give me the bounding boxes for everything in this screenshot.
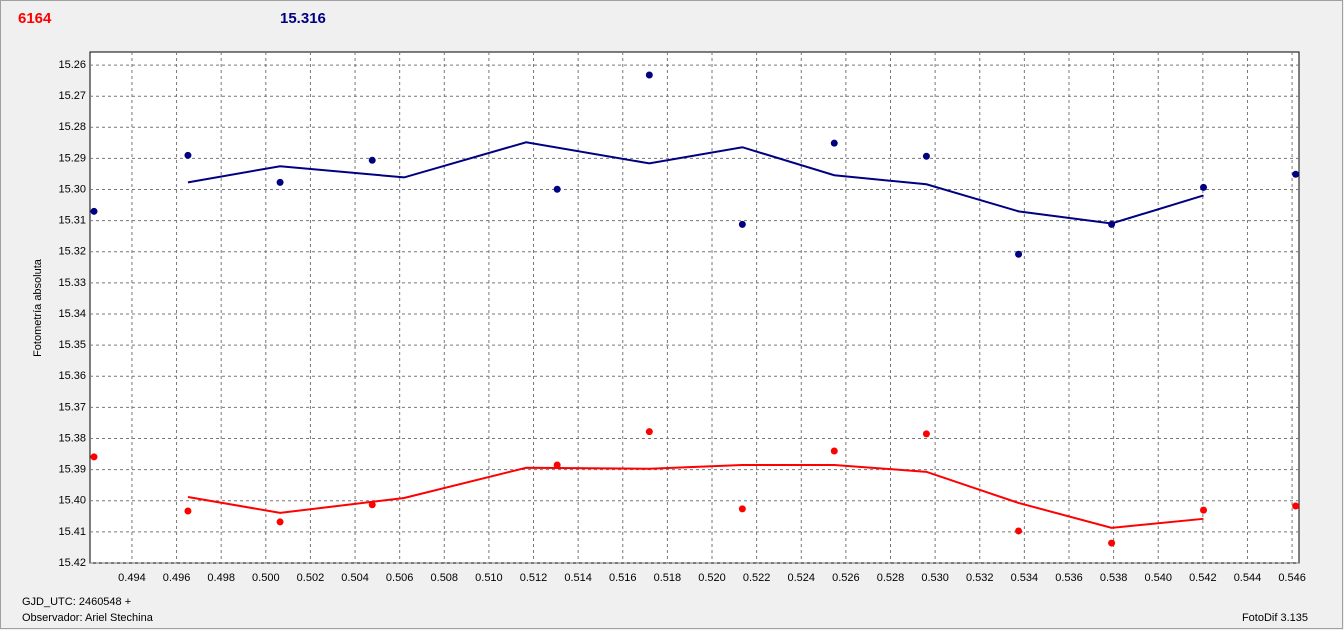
x-tick-label: 0.516 <box>609 572 637 584</box>
x-tick-label: 0.496 <box>163 572 191 584</box>
x-tick-label: 0.534 <box>1011 572 1039 584</box>
x-tick-label: 0.532 <box>966 572 994 584</box>
data-point <box>830 447 838 455</box>
footer-version: FotoDif 3.135 <box>1242 612 1308 624</box>
y-tick-label: 15.38 <box>58 432 86 444</box>
x-tick-label: 0.498 <box>207 572 235 584</box>
data-point <box>276 178 284 186</box>
plot-area <box>89 51 1300 564</box>
x-tick-label: 0.522 <box>743 572 771 584</box>
x-tick-label: 0.544 <box>1234 572 1262 584</box>
y-tick-label: 15.34 <box>58 308 86 320</box>
y-tick-label: 15.36 <box>58 370 86 382</box>
data-point <box>830 139 838 147</box>
data-point <box>645 428 653 436</box>
y-tick-label: 15.40 <box>58 495 86 507</box>
y-tick-label: 15.37 <box>58 401 86 413</box>
x-tick-label: 0.500 <box>252 572 280 584</box>
footer-observer: Observador: Ariel Stechina <box>22 612 154 624</box>
data-point <box>1200 506 1208 514</box>
y-tick-label: 15.39 <box>58 464 86 476</box>
y-tick-label: 15.31 <box>58 215 86 227</box>
y-tick-label: 15.32 <box>58 246 86 258</box>
y-tick-label: 15.29 <box>58 152 86 164</box>
series-line <box>187 141 1204 225</box>
x-tick-label: 0.546 <box>1278 572 1306 584</box>
y-tick-label: 15.30 <box>58 183 86 195</box>
y-tick-label: 15.28 <box>58 121 86 133</box>
data-point <box>90 207 98 215</box>
y-tick-label: 15.27 <box>58 90 86 102</box>
y-tick-label: 15.35 <box>58 339 86 351</box>
x-tick-label: 0.512 <box>520 572 548 584</box>
x-tick-label: 0.518 <box>654 572 682 584</box>
data-point <box>1015 527 1023 535</box>
data-point <box>922 430 930 438</box>
series-line <box>187 463 1204 529</box>
x-tick-label: 0.528 <box>877 572 905 584</box>
x-tick-label: 0.502 <box>297 572 325 584</box>
data-point <box>553 461 561 469</box>
x-tick-label: 0.510 <box>475 572 503 584</box>
data-point <box>184 507 192 515</box>
data-point <box>1200 183 1208 191</box>
chart-title: 6164 <box>18 10 52 27</box>
data-point <box>553 185 561 193</box>
y-tick-label: 15.41 <box>58 526 86 538</box>
data-point <box>1015 250 1023 258</box>
x-tick-label: 0.530 <box>921 572 949 584</box>
data-point <box>738 220 746 228</box>
x-tick-label: 0.542 <box>1189 572 1217 584</box>
y-tick-label: 15.33 <box>58 277 86 289</box>
data-point <box>368 156 376 164</box>
data-point <box>645 71 653 79</box>
x-tick-label: 0.524 <box>787 572 815 584</box>
x-tick-label: 0.494 <box>118 572 146 584</box>
y-axis-label: Fotometría absoluta <box>32 258 44 357</box>
x-tick-label: 0.514 <box>564 572 592 584</box>
x-tick-label: 0.520 <box>698 572 726 584</box>
data-point <box>276 518 284 526</box>
data-point <box>922 152 930 160</box>
y-tick-label: 15.26 <box>58 59 86 71</box>
x-tick-label: 0.506 <box>386 572 414 584</box>
x-tick-label: 0.508 <box>431 572 459 584</box>
data-point <box>1292 170 1300 178</box>
data-point <box>90 453 98 461</box>
x-tick-label: 0.538 <box>1100 572 1128 584</box>
x-tick-label: 0.504 <box>341 572 369 584</box>
y-tick-label: 15.42 <box>58 557 86 569</box>
data-point <box>1292 502 1300 510</box>
data-point <box>184 151 192 159</box>
x-tick-label: 0.540 <box>1144 572 1172 584</box>
x-tick-label: 0.536 <box>1055 572 1083 584</box>
footer-date: GJD_UTC: 2460548 + <box>22 596 131 608</box>
chart-subtitle: 15.316 <box>280 10 326 27</box>
data-point <box>368 501 376 509</box>
x-tick-label: 0.526 <box>832 572 860 584</box>
data-point <box>1108 539 1116 547</box>
data-point <box>738 505 746 513</box>
